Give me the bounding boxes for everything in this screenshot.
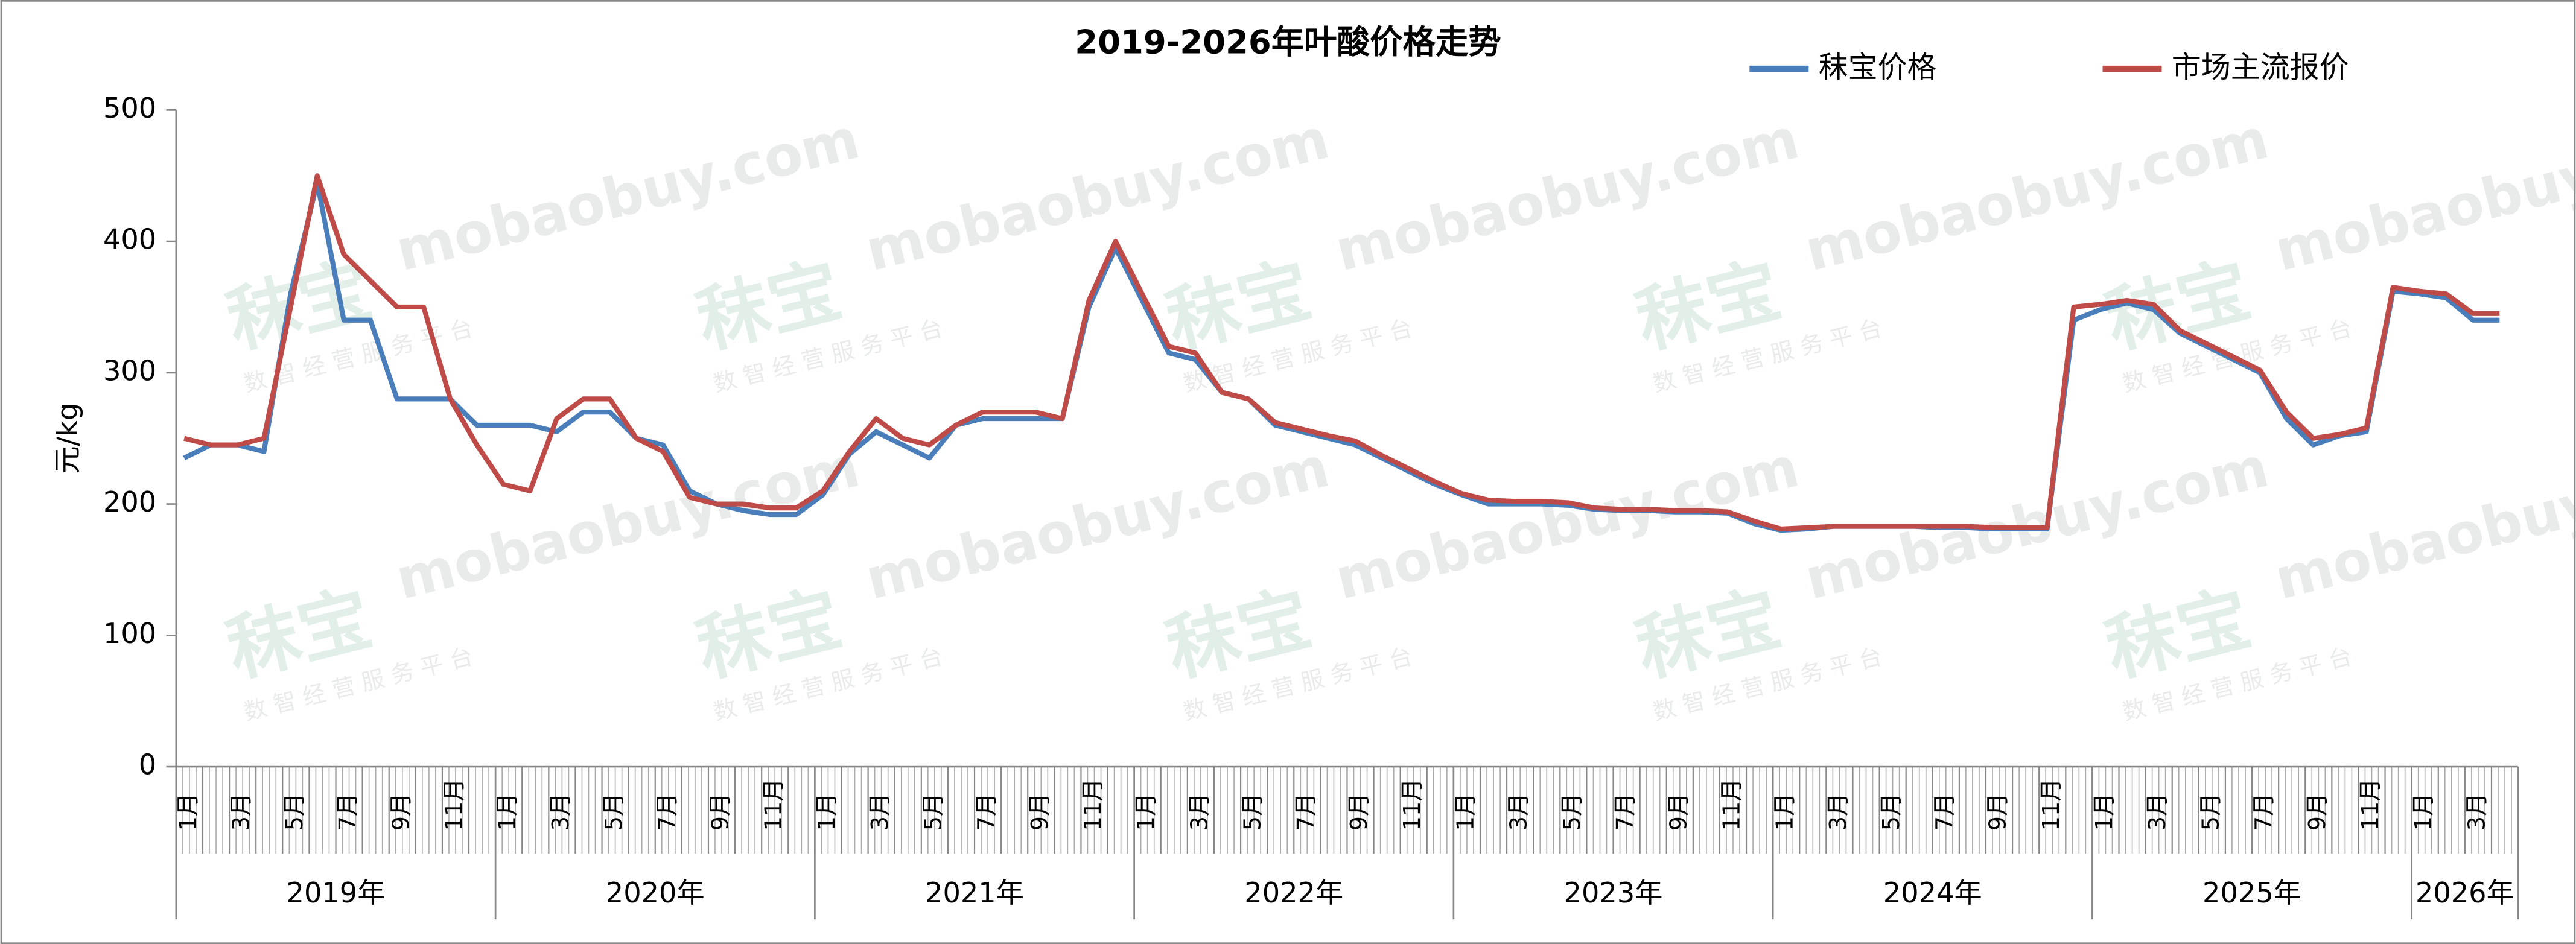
x-tick-label: 3月: [547, 793, 574, 831]
x-tick-label: 1月: [1133, 793, 1159, 831]
y-tick-label: 300: [103, 354, 156, 387]
x-tick-label: 3月: [1506, 793, 1532, 831]
year-label: 2022年: [1244, 876, 1343, 909]
y-axis-label: 元/kg: [51, 403, 83, 474]
x-tick-label: 11月: [2038, 779, 2064, 831]
series-line: [183, 180, 2500, 533]
series-line: [183, 173, 2500, 532]
x-tick-label: 11月: [2357, 779, 2384, 831]
x-tick-label: 7月: [654, 793, 680, 831]
x-tick-label: 1月: [813, 793, 840, 831]
x-tick-label: 5月: [281, 793, 308, 831]
x-tick-label: 9月: [1026, 793, 1053, 831]
y-tick-label: 100: [103, 617, 156, 650]
x-tick-label: 7月: [2251, 793, 2277, 831]
x-tick-label: 9月: [2304, 793, 2330, 831]
x-tick-label: 11月: [760, 779, 787, 831]
y-tick-label: 500: [103, 92, 156, 124]
x-tick-label: 7月: [1612, 793, 1638, 831]
x-tick-label: 1月: [1772, 793, 1798, 831]
x-tick-label: 5月: [1239, 793, 1266, 831]
chart-title: 2019-2026年叶酸价格走势: [1075, 23, 1501, 62]
year-label: 2025年: [2202, 876, 2301, 909]
legend-label: 秣宝价格: [1819, 50, 1937, 84]
year-label: 2019年: [287, 876, 386, 909]
x-tick-label: 9月: [1346, 793, 1372, 831]
x-tick-label: 5月: [1878, 793, 1904, 831]
year-label: 2020年: [606, 876, 705, 909]
x-tick-label: 5月: [920, 793, 946, 831]
legend-label: 市场主流报价: [2172, 50, 2349, 84]
x-tick-label: 11月: [1080, 779, 1106, 831]
x-tick-label: 9月: [1665, 793, 1691, 831]
x-tick-label: 5月: [2197, 793, 2224, 831]
x-tick-label: 1月: [174, 793, 201, 831]
y-tick-label: 400: [103, 223, 156, 256]
x-tick-label: 5月: [600, 793, 627, 831]
y-tick-label: 0: [139, 749, 156, 781]
x-tick-label: 9月: [1985, 793, 2011, 831]
x-tick-label: 3月: [1825, 793, 1851, 831]
y-tick-label: 200: [103, 486, 156, 518]
x-tick-label: 7月: [1293, 793, 1319, 831]
x-tick-label: 3月: [2144, 793, 2171, 831]
x-tick-label: 9月: [387, 793, 414, 831]
x-tick-label: 3月: [228, 793, 255, 831]
x-tick-label: 9月: [707, 793, 734, 831]
x-tick-label: 5月: [1559, 793, 1585, 831]
x-tick-label: 11月: [440, 779, 467, 831]
x-tick-label: 11月: [1399, 779, 1425, 831]
x-tick-label: 3月: [867, 793, 893, 831]
x-tick-label: 3月: [2463, 793, 2490, 831]
x-tick-label: 1月: [494, 793, 521, 831]
year-label: 2026年: [2415, 876, 2514, 909]
year-label: 2024年: [1883, 876, 1982, 909]
x-tick-label: 11月: [1718, 779, 1744, 831]
x-tick-label: 7月: [334, 793, 361, 831]
x-tick-label: 3月: [1186, 793, 1212, 831]
x-tick-label: 1月: [1452, 793, 1478, 831]
year-label: 2023年: [1564, 876, 1663, 909]
x-tick-label: 1月: [2410, 793, 2437, 831]
year-label: 2021年: [925, 876, 1024, 909]
x-tick-label: 7月: [1931, 793, 1957, 831]
x-tick-label: 1月: [2091, 793, 2117, 831]
x-tick-label: 7月: [973, 793, 1000, 831]
